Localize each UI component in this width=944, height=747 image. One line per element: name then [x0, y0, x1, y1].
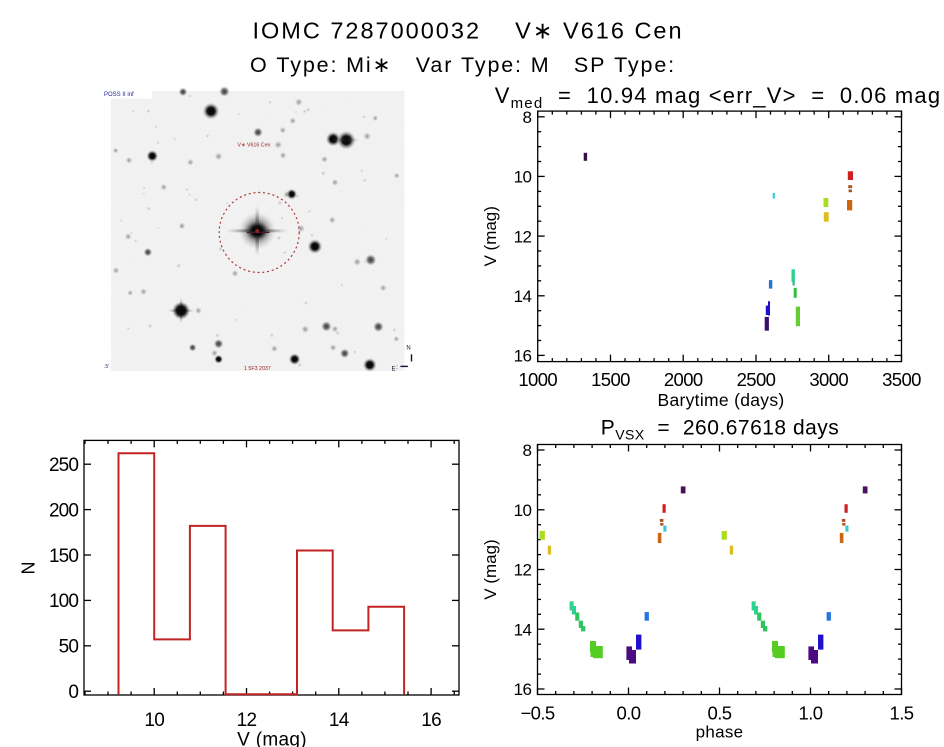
svg-text:150: 150 [49, 546, 78, 567]
svg-text:1 5F3 2037: 1 5F3 2037 [244, 366, 271, 372]
svg-text:2000: 2000 [664, 369, 703, 390]
svg-text:N: N [406, 346, 410, 352]
svg-text:16: 16 [514, 680, 532, 699]
svg-text:1500: 1500 [591, 369, 630, 390]
svg-text:POSS II inf: POSS II inf [104, 92, 134, 98]
svg-text:12: 12 [237, 710, 257, 731]
svg-text:Barytime (days): Barytime (days) [657, 390, 784, 410]
svg-text:10: 10 [514, 168, 532, 187]
svg-text:1.0: 1.0 [799, 702, 823, 723]
svg-text:16: 16 [421, 710, 441, 731]
svg-text:10: 10 [144, 710, 164, 731]
svg-text:16: 16 [514, 347, 532, 366]
svg-text:V (mag): V (mag) [481, 539, 500, 599]
svg-text:14: 14 [514, 621, 532, 640]
svg-text:V∗ V616 Cen: V∗ V616 Cen [238, 142, 271, 148]
svg-text:12: 12 [514, 227, 532, 246]
svg-text:PVSX = 260.67618 days: PVSX = 260.67618 days [601, 417, 840, 443]
svg-text:phase: phase [696, 723, 744, 742]
svg-text:V (mag): V (mag) [237, 730, 307, 747]
svg-text:50: 50 [59, 637, 79, 658]
svg-text:12: 12 [514, 561, 532, 580]
svg-text:100: 100 [49, 591, 78, 612]
svg-text:3500: 3500 [882, 369, 921, 390]
svg-text:200: 200 [49, 500, 78, 521]
svg-text:10: 10 [514, 501, 532, 520]
svg-text:1000: 1000 [518, 369, 557, 390]
svg-text:Vmed = 10.94 mag <err_V> =: Vmed = 10.94 mag <err_V> = 0.06 mag [495, 83, 942, 112]
svg-text:E: E [391, 367, 395, 373]
svg-text:0.5: 0.5 [708, 702, 732, 723]
svg-text:O Type: Mi∗ Var Type: M SP: O Type: Mi∗ Var Type: M SP Type: [250, 53, 676, 77]
svg-text:14: 14 [329, 710, 350, 731]
svg-text:0.0: 0.0 [617, 702, 641, 723]
svg-text:14: 14 [514, 287, 532, 306]
svg-text:8: 8 [523, 441, 532, 460]
svg-text:8: 8 [523, 108, 532, 127]
svg-text:1.5: 1.5 [890, 702, 914, 723]
svg-text:N: N [19, 562, 39, 575]
svg-text:250: 250 [49, 455, 78, 476]
svg-text:0: 0 [68, 682, 78, 703]
svg-text:3000: 3000 [809, 369, 848, 390]
svg-text:.5′: .5′ [104, 364, 109, 370]
svg-text:2500: 2500 [737, 369, 776, 390]
svg-text:V (mag): V (mag) [481, 206, 500, 266]
svg-text::: : [396, 365, 398, 371]
svg-text:IOMC 7287000032 V∗ V616 Cen: IOMC 7287000032 V∗ V616 Cen [252, 18, 683, 44]
svg-text:−0.5: −0.5 [520, 702, 554, 723]
